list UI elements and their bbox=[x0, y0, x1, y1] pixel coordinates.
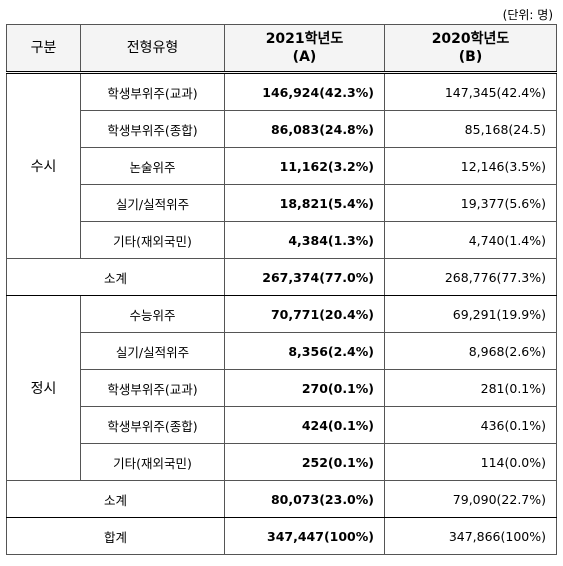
type-cell: 학생부위주(종합) bbox=[80, 406, 225, 444]
value-b: 8,968(2.6%) bbox=[384, 332, 557, 370]
data-row: 논술위주 11,162(3.2%) 12,146(3.5%) bbox=[7, 147, 557, 185]
summary-label: 합계 bbox=[6, 517, 225, 555]
type-cell: 수능위주 bbox=[80, 295, 225, 333]
data-row: 실기/실적위주 8,356(2.4%) 8,968(2.6%) bbox=[7, 332, 557, 370]
type-cell: 학생부위주(교과) bbox=[80, 72, 225, 111]
header-cell: 2021학년도 (A) bbox=[224, 24, 385, 74]
value-b: 69,291(19.9%) bbox=[384, 295, 557, 333]
value-b: 281(0.1%) bbox=[384, 369, 557, 407]
value-b: 114(0.0%) bbox=[384, 443, 557, 481]
type-cell: 학생부위주(교과) bbox=[80, 369, 225, 407]
value-a: 11,162(3.2%) bbox=[224, 147, 385, 185]
type-cell: 실기/실적위주 bbox=[80, 184, 225, 222]
summary-label: 소계 bbox=[6, 480, 225, 518]
data-row: 수시 학생부위주(교과) 146,924(42.3%) 147,345(42.4%) bbox=[6, 72, 557, 259]
value-a: 8,356(2.4%) bbox=[224, 332, 385, 370]
value-a: 86,083(24.8%) bbox=[224, 110, 385, 148]
value-a: 267,374(77.0%) bbox=[224, 258, 385, 296]
value-a: 424(0.1%) bbox=[224, 406, 385, 444]
header-cell: 구분 bbox=[6, 24, 81, 74]
summary-label: 소계 bbox=[6, 258, 225, 296]
value-b: 436(0.1%) bbox=[384, 406, 557, 444]
header-text: (A) bbox=[292, 49, 317, 65]
type-cell: 실기/실적위주 bbox=[80, 332, 225, 370]
value-b: 4,740(1.4%) bbox=[384, 221, 557, 259]
summary-row: 합계 347,447(100%) 347,866(100%) bbox=[6, 517, 557, 555]
type-cell: 기타(재외국민) bbox=[80, 443, 225, 481]
value-a: 70,771(20.4%) bbox=[224, 295, 385, 333]
value-b: 85,168(24.5) bbox=[384, 110, 557, 148]
data-row: 실기/실적위주 18,821(5.4%) 19,377(5.6%) bbox=[7, 184, 557, 222]
value-b: 12,146(3.5%) bbox=[384, 147, 557, 185]
table-body: 수시 학생부위주(교과) 146,924(42.3%) 147,345(42.4%) 학… bbox=[6, 72, 557, 555]
data-row: 정시 수능위주 70,771(20.4%) 69,291(19.9%) bbox=[6, 295, 557, 481]
data-row: 기타(재외국민) 252(0.1%) 114(0.0%) bbox=[7, 443, 557, 481]
header-text: 2020학년도 bbox=[431, 31, 510, 47]
data-row: 기타(재외국민) 4,384(1.3%) 4,740(1.4%) bbox=[7, 221, 557, 259]
data-row: 학생부위주(교과) 270(0.1%) 281(0.1%) bbox=[7, 369, 557, 407]
data-row: 학생부위주(종합) 86,083(24.8%) 85,168(24.5) bbox=[7, 110, 557, 148]
summary-row: 소계 267,374(77.0%) 268,776(77.3%) bbox=[6, 258, 557, 296]
value-a: 347,447(100%) bbox=[224, 517, 385, 555]
header-cell: 전형유형 bbox=[80, 24, 225, 74]
type-cell: 논술위주 bbox=[80, 147, 225, 185]
value-a: 4,384(1.3%) bbox=[224, 221, 385, 259]
summary-row: 소계 80,073(23.0%) 79,090(22.7%) bbox=[6, 480, 557, 518]
unit-note: (단위: 명) bbox=[502, 8, 553, 22]
group-label: 정시 bbox=[6, 295, 81, 481]
value-a: 270(0.1%) bbox=[224, 369, 385, 407]
value-b: 19,377(5.6%) bbox=[384, 184, 557, 222]
type-cell: 기타(재외국민) bbox=[80, 221, 225, 259]
admission-table: 구분 전형유형 2021학년도 (A) 2020학년도 (B) 수시 학생부위주(교과… bbox=[6, 24, 557, 555]
header-cell: 2020학년도 (B) bbox=[384, 24, 557, 74]
value-a: 18,821(5.4%) bbox=[224, 184, 385, 222]
header-text: (B) bbox=[458, 49, 483, 65]
value-a: 80,073(23.0%) bbox=[224, 480, 385, 518]
value-b: 147,345(42.4%) bbox=[384, 72, 557, 111]
value-a: 146,924(42.3%) bbox=[224, 72, 385, 111]
value-a: 252(0.1%) bbox=[224, 443, 385, 481]
data-row: 학생부위주(종합) 424(0.1%) 436(0.1%) bbox=[7, 406, 557, 444]
group-label: 수시 bbox=[6, 72, 81, 259]
value-b: 347,866(100%) bbox=[384, 517, 557, 555]
value-b: 268,776(77.3%) bbox=[384, 258, 557, 296]
header-text: 2021학년도 bbox=[265, 31, 344, 47]
value-b: 79,090(22.7%) bbox=[384, 480, 557, 518]
header-row: 구분 전형유형 2021학년도 (A) 2020학년도 (B) bbox=[6, 24, 557, 74]
type-cell: 학생부위주(종합) bbox=[80, 110, 225, 148]
